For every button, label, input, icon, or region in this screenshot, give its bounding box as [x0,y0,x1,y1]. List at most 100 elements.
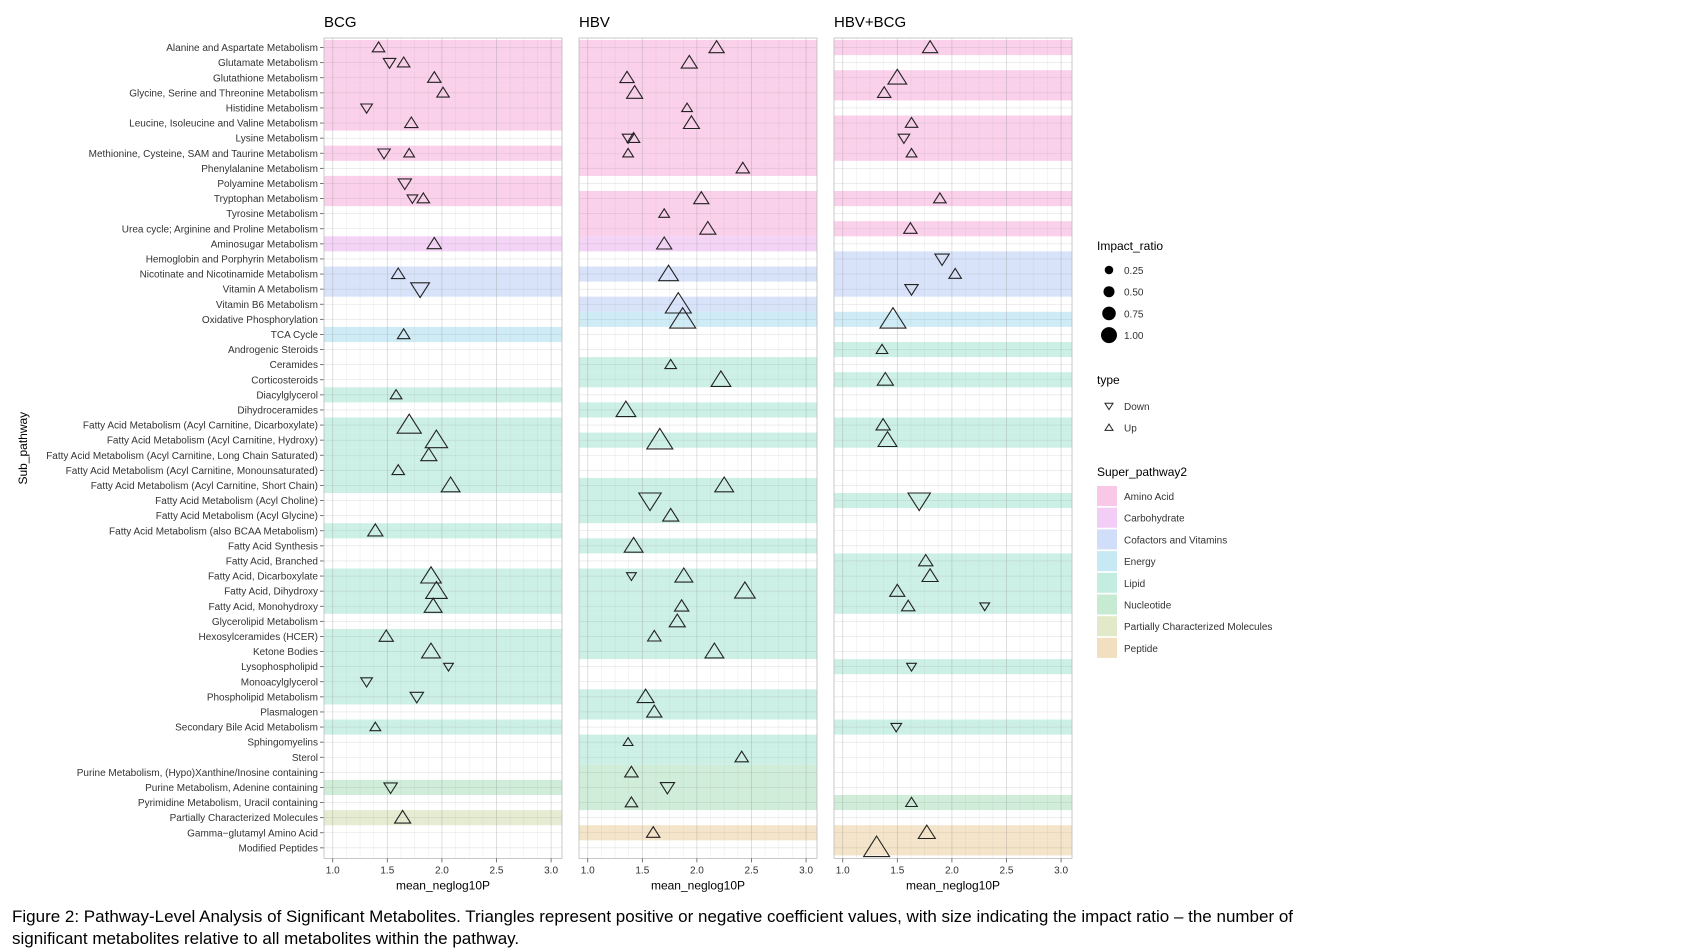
data-point-up [875,417,892,431]
data-point-up [424,429,449,449]
data-point-down [889,722,903,733]
pathway-band [579,357,817,373]
data-point-up [875,343,889,355]
data-point-down [978,602,991,612]
data-point-up [904,116,919,128]
legend-impact-label: 0.75 [1124,309,1144,320]
category-label: Corticosteroids [251,375,318,386]
pathway-band [834,432,1072,448]
data-point-up [621,147,635,158]
data-point-up [904,796,919,808]
legend-impact-dot [1102,306,1116,321]
pathway-band [579,206,817,222]
category-label: Fatty Acid Metabolism (Acyl Carnitine, L… [46,451,318,462]
data-point-up [623,765,640,778]
data-point-up [680,102,694,113]
data-point-up [862,835,891,858]
pathway-band [834,130,1072,146]
legend-super-swatch [1097,594,1117,615]
category-label: Purine Metabolism, (Hypo)Xanthine/Inosin… [77,768,318,779]
pathway-band [579,402,817,418]
pathway-band [579,734,817,750]
data-point-up [615,400,637,418]
data-point-up [735,161,751,174]
category-label: Diacylglycerol [256,390,318,401]
legend-super-label: Lipid [1124,579,1145,590]
data-point-up [426,236,443,250]
data-point-up [426,70,442,83]
data-point-up [657,264,680,282]
legend-super-swatch [1097,637,1117,658]
pathway-band [834,311,1072,327]
pathway-band [579,583,817,599]
legend-impact-dot [1101,327,1117,344]
data-point-up [419,565,443,584]
data-point-up [389,388,403,400]
pathway-band [834,221,1072,237]
category-label: Oxidative Phosphorylation [202,315,318,326]
legend-super-label: Peptide [1124,644,1158,655]
data-point-down [906,492,932,512]
pathway-band [324,462,562,478]
pathway-band [324,477,562,493]
pathway-band [834,342,1072,358]
pathway-band [324,628,562,644]
pathway-band [324,417,562,433]
legend-super-swatch [1097,529,1117,550]
data-point-down [359,677,374,689]
x-tick-label: 1.0 [836,865,850,876]
pathway-band [834,493,1072,509]
data-point-up [703,642,725,659]
data-point-up [920,567,940,583]
category-label: Gamma−glutamyl Amino Acid [187,828,318,839]
legend-super-label: Amino Acid [1124,492,1174,503]
pathway-band [579,100,817,116]
category-label: Plasmalogen [260,707,318,718]
data-point-down [409,691,425,704]
pathway-band [579,191,817,207]
data-point-up [396,413,423,434]
category-label: Glycine, Serine and Threonine Metabolism [129,88,318,99]
pathway-band [834,583,1072,599]
category-label: Fatty Acid Metabolism (Acyl Carnitine, S… [91,481,318,492]
x-tick-label: 3.0 [799,865,813,876]
pathway-band [324,568,562,584]
x-tick-label: 3.0 [1054,865,1068,876]
x-axis-title: mean_neglog10P [396,878,490,892]
x-tick-label: 1.5 [380,865,394,876]
pathway-band [579,40,817,56]
data-point-up [692,190,710,205]
data-point-up [618,70,636,84]
data-point-up [655,235,673,250]
category-label: Fatty Acid Metabolism (Acyl Carnitine, H… [107,436,318,447]
x-tick-label: 2.5 [490,865,504,876]
panel-border [323,37,563,859]
pathway-band [324,326,562,342]
pathway-band [579,764,817,780]
legend-impact-label: 1.00 [1124,331,1144,342]
category-label: Fatty Acid Synthesis [228,541,318,552]
data-point-up [680,54,699,69]
pathway-band [834,40,1072,56]
category-label: Tyrosine Metabolism [226,209,318,220]
legend-super-swatch [1097,507,1117,528]
pathway-band [834,115,1072,131]
legend-title-type: type [1097,373,1120,387]
category-label: Vitamin A Metabolism [223,285,318,296]
legend-super-swatch [1097,616,1117,637]
category-label: Androgenic Steroids [228,345,318,356]
data-point-down [903,284,920,297]
panel-title: BCG [324,14,357,31]
data-point-up [733,580,757,599]
data-point-up [917,553,934,567]
data-point-up [623,536,645,553]
pathway-band [324,659,562,675]
pathway-band [324,115,562,131]
pathway-band [324,689,562,705]
x-tick-label: 3.0 [544,865,558,876]
category-label: Urea cycle; Arginine and Proline Metabol… [122,224,318,235]
pathway-band [834,191,1072,207]
data-point-down [442,662,455,673]
pathway-band [324,644,562,660]
